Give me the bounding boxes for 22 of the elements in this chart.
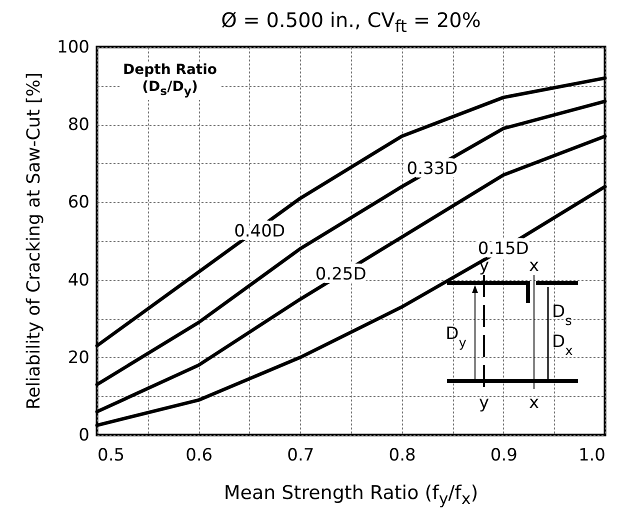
y-tick-label: 100 [57,38,90,58]
y-tick-label: 0 [78,426,90,446]
y-tick-label: 80 [68,115,90,136]
annotation: x [528,393,540,413]
y-axis-title: Reliability of Cracking at Saw-Cut [%] [24,72,44,410]
y-tick-label: 40 [68,270,90,290]
annotation: D$_{x}$ [552,332,574,358]
annotation: Depth Ratio (D$_{s}$/D$_{y}$) [120,62,220,100]
x-tick-label: 0.9 [490,446,518,466]
x-tick-label: 0.6 [186,446,213,466]
annotation: x [528,256,540,276]
x-tick-label: 0.5 [98,446,125,466]
annotation: D$_{y}$ [446,324,467,350]
chart-title: Ø = 0.500 in., CV$_{ft}$ = 20% [220,8,482,36]
x-axis-title: Mean Strength Ratio (f$_{y}$/f$_{x}$) [222,482,480,508]
x-tick-label: 0.8 [388,446,416,466]
x-tick-label: 0.7 [287,446,314,466]
x-tick-label: 1.0 [578,446,606,466]
y-tick-label: 20 [68,348,90,368]
y-tick-label: 60 [68,192,90,213]
annotation: y [478,393,490,413]
annotation: D$_{s}$ [552,302,572,328]
